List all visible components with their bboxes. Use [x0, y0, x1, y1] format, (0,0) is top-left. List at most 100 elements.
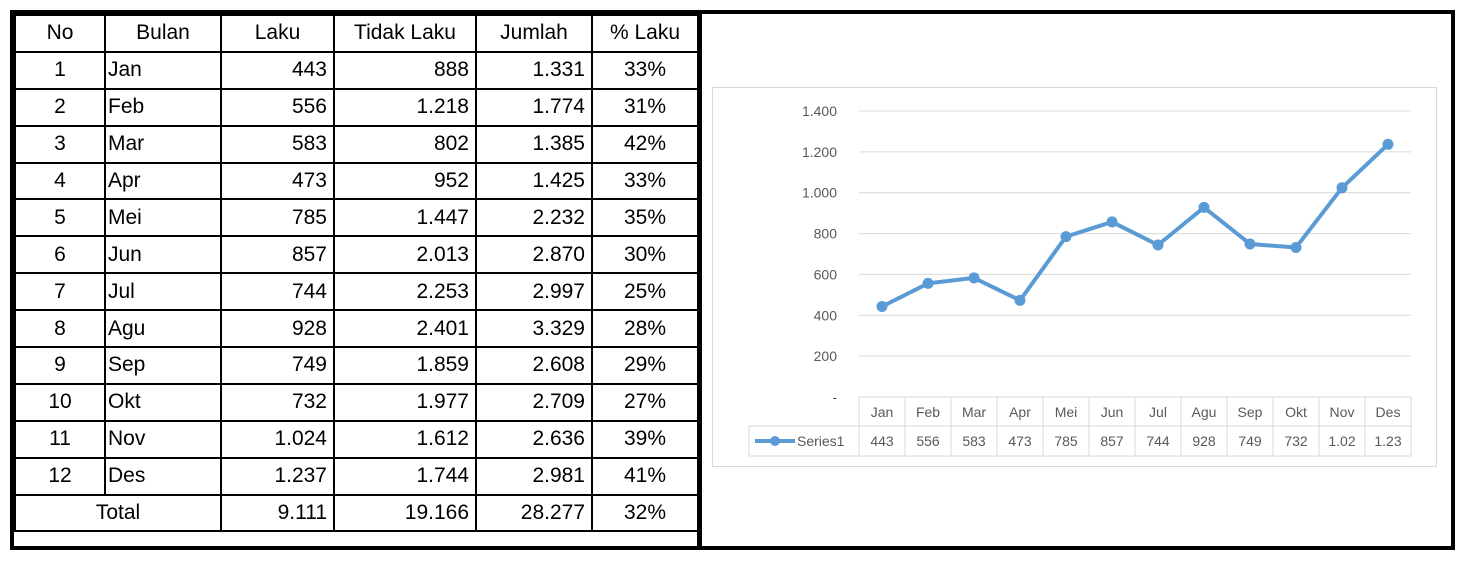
table-cell[interactable]: 42% — [591, 124, 699, 164]
table-cell[interactable]: 1.744 — [333, 456, 477, 496]
table-cell[interactable]: 952 — [333, 161, 477, 201]
table-cell[interactable]: 31% — [591, 87, 699, 127]
table-cell[interactable]: Apr — [104, 161, 222, 201]
table-cell[interactable]: 928 — [220, 309, 335, 349]
table-cell[interactable]: 9 — [14, 346, 106, 385]
table-cell[interactable]: 1.612 — [333, 419, 477, 459]
table-cell[interactable]: 33% — [591, 161, 699, 201]
table-cell[interactable]: 30% — [591, 235, 699, 275]
data-point — [1244, 238, 1256, 250]
table-cell[interactable]: 2.401 — [333, 309, 477, 349]
table-cell[interactable]: 1.977 — [333, 382, 477, 422]
table-cell[interactable]: 2.981 — [475, 456, 593, 496]
table-cell[interactable]: 12 — [14, 456, 106, 496]
table-cell[interactable]: 1.385 — [475, 124, 593, 164]
table-cell[interactable]: 888 — [333, 50, 477, 90]
total-cell[interactable]: 28.277 — [475, 493, 593, 533]
table-cell[interactable]: 583 — [220, 124, 335, 164]
table-cell[interactable]: 802 — [333, 124, 477, 164]
table-cell[interactable]: Jan — [104, 50, 222, 90]
table-cell[interactable]: 27% — [591, 382, 699, 422]
y-tick-label: - — [832, 389, 837, 405]
table-cell[interactable]: 3 — [14, 124, 106, 164]
table-cell[interactable]: 1.425 — [475, 161, 593, 201]
table-cell[interactable]: 10 — [14, 382, 106, 422]
x-category-label: Okt — [1285, 404, 1307, 420]
table-cell[interactable]: 4 — [14, 161, 106, 201]
table-cell[interactable]: 7 — [14, 272, 106, 312]
table-cell[interactable]: 2.232 — [475, 198, 593, 238]
table-cell[interactable]: 33% — [591, 50, 699, 90]
data-table-value: 443 — [870, 433, 894, 449]
table-cell[interactable]: Agu — [104, 309, 222, 349]
table-cell[interactable]: Jun — [104, 235, 222, 275]
table-cell[interactable]: 1 — [14, 50, 106, 90]
table-cell[interactable]: 1.774 — [475, 87, 593, 127]
table-cell[interactable]: 744 — [220, 272, 335, 312]
table-cell[interactable]: 1.447 — [333, 198, 477, 238]
table-cell[interactable]: 732 — [220, 382, 335, 422]
table-cell[interactable]: 2.709 — [475, 382, 593, 422]
table-row: 5 Mei 785 1.447 2.232 35% — [14, 198, 699, 238]
y-tick-label: 1.000 — [802, 185, 837, 201]
table-cell[interactable]: 5 — [14, 198, 106, 238]
table-cell[interactable]: 39% — [591, 419, 699, 459]
table-cell[interactable]: Mei — [104, 198, 222, 238]
table-cell[interactable]: 41% — [591, 456, 699, 496]
table-cell[interactable]: Des — [104, 456, 222, 496]
table-cell[interactable]: 29% — [591, 346, 699, 385]
table-cell[interactable]: 1.331 — [475, 50, 593, 90]
table-cell[interactable]: 2.636 — [475, 419, 593, 459]
line-chart[interactable]: - 200 400 600 800 1.000 1.200 1.400 Jan 443 Feb 556… — [712, 87, 1437, 467]
table-cell[interactable]: 556 — [220, 87, 335, 127]
table-cell[interactable]: 473 — [220, 161, 335, 201]
table-cell[interactable]: Jul — [104, 272, 222, 312]
table-cell[interactable]: Mar — [104, 124, 222, 164]
table-row: 6 Jun 857 2.013 2.870 30% — [14, 235, 699, 275]
x-category-label: Apr — [1009, 404, 1031, 420]
table-cell[interactable]: 2 — [14, 87, 106, 127]
table-cell[interactable]: 1.024 — [220, 419, 335, 459]
table-row: 12 Des 1.237 1.744 2.981 41% — [14, 456, 699, 496]
table-cell[interactable]: 749 — [220, 346, 335, 385]
table-row: 9 Sep 749 1.859 2.608 29% — [14, 346, 699, 385]
table-cell[interactable]: 2.013 — [333, 235, 477, 275]
table-cell[interactable]: Nov — [104, 419, 222, 459]
table-cell[interactable]: 35% — [591, 198, 699, 238]
column-header: % Laku — [591, 14, 699, 53]
total-cell[interactable]: Total — [14, 493, 222, 533]
table-cell[interactable]: 28% — [591, 309, 699, 349]
table-cell[interactable]: 3.329 — [475, 309, 593, 349]
table-cell[interactable]: 857 — [220, 235, 335, 275]
table-cell[interactable]: 2.608 — [475, 346, 593, 385]
table-cell[interactable]: 11 — [14, 419, 106, 459]
total-cell[interactable]: 32% — [591, 493, 699, 533]
table-cell[interactable]: Sep — [104, 346, 222, 385]
table-row: 4 Apr 473 952 1.425 33% — [14, 161, 699, 201]
table-cell[interactable]: 1.218 — [333, 87, 477, 127]
total-cell[interactable]: 19.166 — [333, 493, 477, 533]
data-table-value: 473 — [1008, 433, 1032, 449]
legend-marker-icon — [770, 436, 780, 446]
table-cell[interactable]: Feb — [104, 87, 222, 127]
table-cell[interactable]: Okt — [104, 382, 222, 422]
table-row: 3 Mar 583 802 1.385 42% — [14, 124, 699, 164]
table-cell[interactable]: 443 — [220, 50, 335, 90]
table-cell[interactable]: 8 — [14, 309, 106, 349]
table-row: 8 Agu 928 2.401 3.329 28% — [14, 309, 699, 349]
table-row: 11 Nov 1.024 1.612 2.636 39% — [14, 419, 699, 459]
table-cell[interactable]: 2.253 — [333, 272, 477, 312]
data-table-value: 556 — [916, 433, 940, 449]
table-cell[interactable]: 785 — [220, 198, 335, 238]
table-cell[interactable]: 2.870 — [475, 235, 593, 275]
data-point — [1290, 241, 1302, 253]
table-cell[interactable]: 2.997 — [475, 272, 593, 312]
table-cell[interactable]: 1.859 — [333, 346, 477, 385]
total-row: Total 9.111 19.166 28.277 32% — [14, 493, 699, 533]
total-cell[interactable]: 9.111 — [220, 493, 335, 533]
table-cell[interactable]: 6 — [14, 235, 106, 275]
table-cell[interactable]: 25% — [591, 272, 699, 312]
divider — [697, 10, 702, 546]
table-cell[interactable]: 1.237 — [220, 456, 335, 496]
x-category-label: Jun — [1101, 404, 1124, 420]
